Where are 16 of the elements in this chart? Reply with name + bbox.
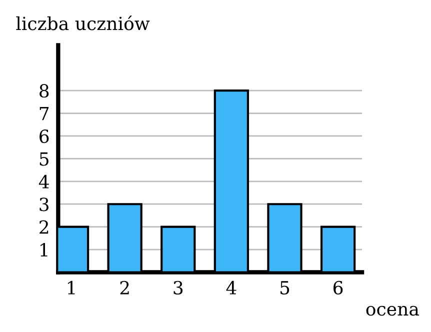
x-tick-label: 1 [68,280,75,294]
y-tick-label: 5 [40,152,48,166]
x-tick-label: 5 [280,281,290,295]
y-tick-label: 3 [40,198,49,212]
y-tick-label: 7 [40,106,49,120]
y-tick-label: 2 [40,220,48,234]
x-tick-label: 6 [334,280,343,295]
x-axis-title: ocena [366,306,419,316]
x-tick-label: 4 [226,280,236,294]
y-tick-label: 8 [40,84,49,98]
x-tick-label: 3 [174,280,183,295]
y-tick-label: 1 [40,242,48,256]
y-axis-title: liczba uczniów [16,16,150,30]
x-tick-label: 2 [120,280,129,294]
y-tick-label: 4 [38,174,49,188]
y-tick-label: 6 [40,129,49,144]
